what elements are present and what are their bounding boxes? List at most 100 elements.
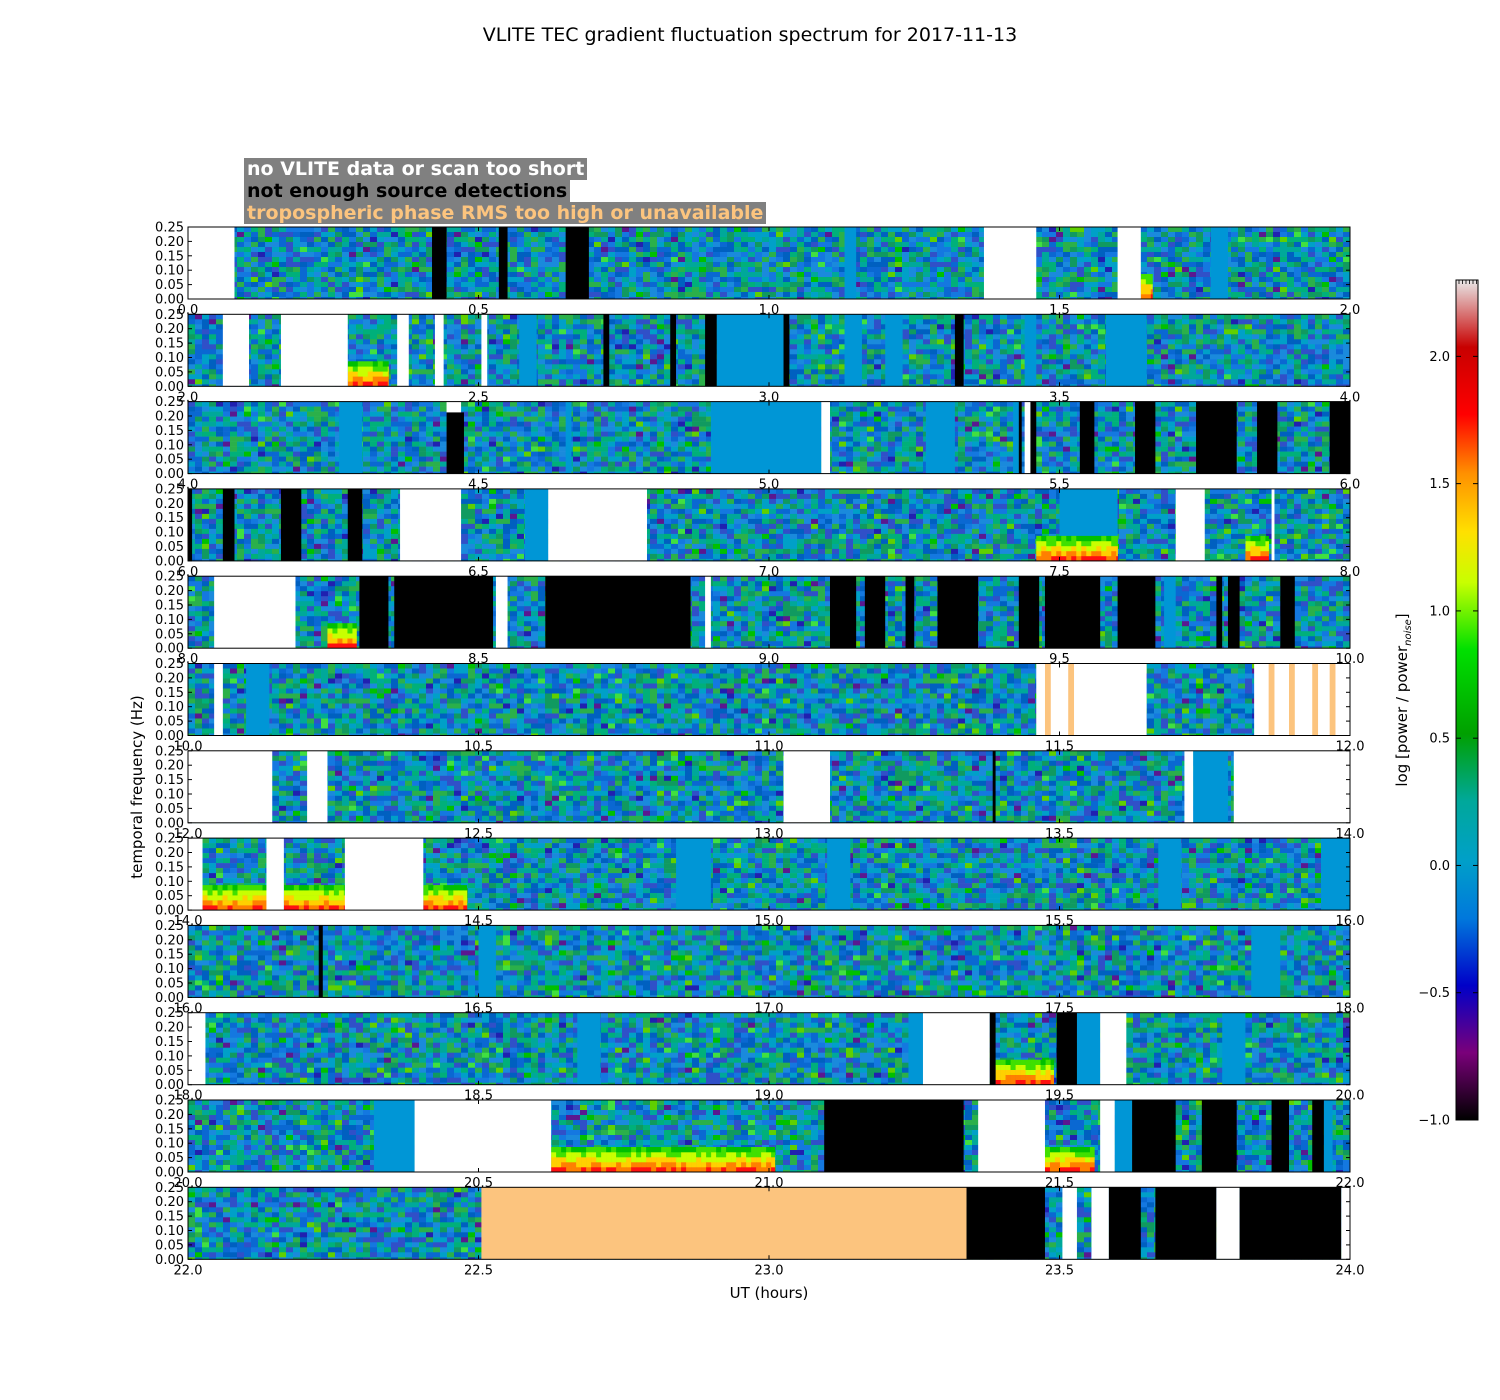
segment-tropo-5-5 — [1268, 663, 1275, 736]
legend-tropo: tropospheric phase RMS too high or unava… — [244, 202, 767, 224]
segment-few-4-14 — [1227, 576, 1240, 649]
segment-few-11-4 — [1108, 1187, 1141, 1260]
y-tick-label: 0.15 — [155, 249, 184, 264]
segment-none-11-2 — [1062, 1187, 1077, 1260]
segment-none-9-1 — [922, 1012, 990, 1085]
y-tick-label: 0.10 — [155, 438, 184, 453]
segment-few-1-5 — [603, 314, 610, 387]
flat-band-0-0 — [844, 227, 857, 299]
y-tick-label: 0.10 — [155, 700, 184, 715]
y-tick-label: 0.15 — [155, 773, 184, 788]
segment-none-2-2 — [821, 401, 831, 474]
segment-none-6-1 — [307, 750, 328, 823]
segment-few-3-0 — [188, 488, 193, 561]
flat-band-2-1 — [565, 401, 572, 474]
flat-band-7-2 — [1158, 838, 1182, 911]
segment-few-1-8 — [783, 314, 790, 387]
y-tick-label: 0.05 — [155, 1151, 184, 1166]
flat-band-10-1 — [1114, 1100, 1133, 1172]
y-tick-label: 0.10 — [155, 875, 184, 890]
y-tick-label: 0.15 — [155, 599, 184, 614]
segment-none-1-4 — [481, 314, 488, 387]
y-tick-label: 0.05 — [155, 627, 184, 642]
segment-few-3-2 — [280, 488, 302, 561]
y-tick-label: 0.25 — [155, 570, 184, 585]
segment-few-2-7 — [1135, 401, 1156, 474]
y-tick-label: 0.00 — [155, 904, 184, 919]
segment-few-4-15 — [1280, 576, 1295, 649]
segment-few-6-5 — [992, 750, 996, 823]
y-tick-label: 0.20 — [155, 1108, 184, 1123]
flat-band-1-2 — [844, 314, 862, 387]
segment-few-2-9 — [1257, 401, 1278, 474]
flat-band-8-0 — [478, 925, 496, 998]
y-axis-label: temporal frequency (Hz) — [128, 695, 146, 879]
y-tick-label: 0.05 — [155, 889, 184, 904]
flat-band-2-4 — [1013, 401, 1019, 474]
segment-none-0-0 — [188, 227, 235, 299]
y-tick-label: 0.10 — [155, 526, 184, 541]
flat-band-8-1 — [1251, 925, 1281, 998]
segment-tropo-5-6 — [1288, 663, 1295, 736]
segment-none-11-3 — [1091, 1187, 1109, 1260]
y-tick-label: 0.25 — [155, 308, 184, 323]
hot-zone-4-0 — [327, 623, 357, 649]
flat-band-0-1 — [1210, 227, 1228, 299]
segment-few-4-12 — [1117, 576, 1156, 649]
segment-none-5-1 — [1036, 663, 1147, 736]
legend-few-sources: not enough source detections — [244, 180, 571, 202]
heatmap-texture-9 — [188, 1012, 1351, 1085]
colorbar-tick-label: −1.0 — [1418, 1114, 1450, 1129]
y-tick-label: 0.00 — [155, 467, 184, 482]
colorbar-gradient — [1455, 279, 1479, 1121]
segment-few-10-5 — [1201, 1100, 1237, 1172]
y-tick-label: 0.15 — [155, 1210, 184, 1225]
segment-none-6-4 — [1233, 750, 1350, 823]
chart-title: VLITE TEC gradient fluctuation spectrum … — [0, 24, 1500, 46]
flat-band-7-1 — [827, 838, 851, 911]
legend-no-data: no VLITE data or scan too short — [244, 158, 588, 180]
y-tick-label: 0.15 — [155, 686, 184, 701]
segment-few-2-8 — [1196, 401, 1237, 474]
panel-11: 0.000.050.100.150.200.25 22.0 22.5 23.0 23.5… — [155, 1181, 1364, 1279]
flat-band-9-0 — [577, 1012, 601, 1085]
segment-few-1-6 — [670, 314, 677, 387]
segment-none-7-2 — [344, 838, 424, 911]
segment-none-9-4 — [1100, 1012, 1127, 1085]
flat-band-10-0 — [373, 1100, 415, 1172]
y-tick-label: 0.15 — [155, 1035, 184, 1050]
segment-few-4-4 — [545, 576, 691, 649]
segment-none-7-1 — [266, 838, 284, 911]
y-tick-label: 0.10 — [155, 264, 184, 279]
y-tick-label: 0.05 — [155, 802, 184, 817]
colorbar-tick-label: 1.5 — [1429, 477, 1450, 492]
y-tick-label: 0.05 — [155, 540, 184, 555]
segment-few-1-7 — [705, 314, 717, 387]
segment-few-4-7 — [864, 576, 886, 649]
y-tick-label: 0.25 — [155, 1181, 184, 1196]
hot-zone-3-0 — [1036, 535, 1118, 562]
segment-none-10-0 — [414, 1100, 552, 1172]
colorbar-tick-label: −0.5 — [1418, 986, 1450, 1001]
y-tick-label: 0.25 — [155, 919, 184, 934]
y-tick-label: 0.10 — [155, 351, 184, 366]
segment-few-4-11 — [1044, 576, 1101, 649]
segment-none-3-6 — [1175, 488, 1205, 561]
y-tick-label: 0.15 — [155, 424, 184, 439]
x-tick-label: 24.0 — [1336, 1263, 1365, 1278]
segment-none-9-0 — [188, 1012, 206, 1085]
hot-zone-3-1 — [1245, 535, 1269, 562]
segment-none-6-3 — [1184, 750, 1194, 823]
x-axis-label: UT (hours) — [730, 1284, 809, 1302]
segment-none-0-5 — [1117, 227, 1141, 299]
y-tick-label: 0.20 — [155, 322, 184, 337]
hot-zone-1-0 — [347, 361, 389, 387]
segment-none-5-4 — [1254, 663, 1350, 736]
hot-zone-10-1 — [1044, 1147, 1095, 1173]
segment-none-10-2 — [978, 1100, 1045, 1172]
hot-zone-10-0 — [551, 1147, 776, 1173]
